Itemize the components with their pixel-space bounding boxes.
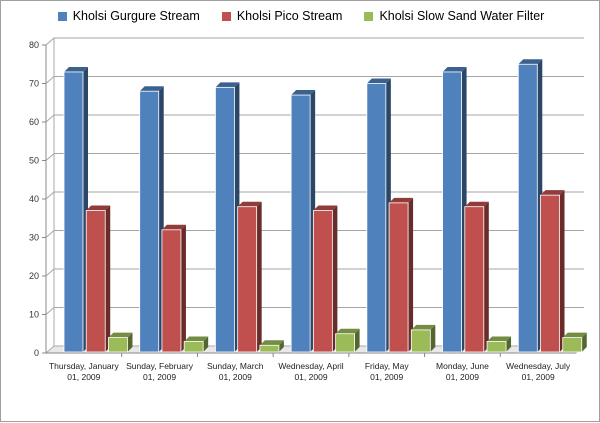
y-tick-label: 50 — [29, 156, 39, 166]
bar-top — [139, 86, 164, 92]
bar — [237, 206, 258, 353]
bar-top — [366, 78, 391, 84]
x-tick-label: 01, 2009 — [143, 372, 176, 382]
bar-side — [180, 224, 186, 352]
legend: Kholsi Gurgure Stream Kholsi Pico Stream… — [1, 9, 600, 23]
bar-top — [237, 201, 262, 207]
bar-top — [86, 205, 111, 211]
legend-item-filter: Kholsi Slow Sand Water Filter — [364, 9, 544, 23]
bar-top — [487, 336, 512, 342]
bar — [290, 94, 311, 353]
bar-top — [108, 332, 133, 338]
x-tick-label: 01, 2009 — [446, 372, 479, 382]
bar-top — [184, 336, 209, 342]
bar-side — [430, 324, 436, 352]
bar — [108, 337, 128, 353]
x-tick-label: Friday, May — [365, 361, 410, 371]
bar — [183, 341, 204, 353]
bar — [63, 71, 84, 353]
bar-side — [506, 336, 512, 352]
bar — [486, 341, 507, 353]
x-tick-label: Monday, June — [436, 361, 489, 371]
legend-swatch — [364, 11, 374, 21]
bar-side — [408, 197, 414, 352]
bar — [562, 337, 583, 353]
y-tick-label: 30 — [29, 233, 39, 243]
bar-side — [203, 336, 209, 352]
bar-side — [354, 328, 360, 352]
bar-top — [518, 59, 543, 65]
gridline — [45, 37, 584, 46]
bar — [215, 86, 235, 353]
bar-top — [161, 224, 186, 230]
legend-swatch — [221, 11, 231, 21]
bar — [517, 63, 538, 353]
x-tick-label: 01, 2009 — [522, 372, 555, 382]
legend-label: Kholsi Pico Stream — [236, 9, 343, 23]
bar — [442, 71, 462, 353]
bar-top — [291, 90, 316, 96]
bar-top — [335, 328, 360, 334]
bar — [388, 202, 409, 353]
gridline — [45, 76, 584, 84]
bar-side — [483, 201, 489, 352]
bar — [85, 210, 106, 353]
bar-top — [64, 66, 88, 72]
x-tick-label: Sunday, February — [126, 361, 194, 371]
bar-top — [313, 205, 338, 211]
bar — [161, 229, 182, 353]
bar — [410, 329, 431, 353]
x-tick-label: Wednesday, April — [278, 361, 343, 371]
bar-side — [581, 332, 587, 352]
gridline — [45, 191, 584, 200]
gridline — [45, 114, 584, 123]
bar — [366, 83, 387, 353]
x-tick-label: 01, 2009 — [370, 372, 403, 382]
bar — [464, 206, 485, 353]
y-tick-label: 70 — [29, 79, 39, 89]
legend-item-pico: Kholsi Pico Stream — [221, 9, 343, 23]
bar — [335, 333, 356, 353]
legend-swatch — [57, 11, 67, 21]
bar — [540, 194, 560, 353]
x-tick-label: 01, 2009 — [294, 372, 327, 382]
bar-side — [559, 190, 565, 352]
legend-label: Kholsi Gurgure Stream — [72, 9, 200, 23]
legend-label: Kholsi Slow Sand Water Filter — [379, 9, 545, 23]
y-tick-label: 80 — [29, 40, 39, 50]
bar-side — [127, 332, 133, 352]
y-tick-label: 20 — [29, 271, 39, 281]
y-tick-label: 0 — [34, 348, 39, 358]
gridline — [45, 153, 584, 161]
x-tick-label: 01, 2009 — [67, 372, 100, 382]
bar-top — [259, 340, 284, 346]
bar-top — [411, 324, 436, 330]
y-tick-label: 10 — [29, 310, 39, 320]
bar-top — [562, 332, 587, 338]
bar-top — [442, 66, 467, 72]
bar-side — [256, 201, 262, 352]
y-tick-label: 40 — [29, 194, 39, 204]
bar-side — [278, 340, 284, 352]
legend-item-gurgure: Kholsi Gurgure Stream — [57, 9, 200, 23]
bar-side — [332, 205, 338, 352]
bar-side — [105, 205, 111, 352]
x-tick-label: Sunday, March — [207, 361, 264, 371]
bar-top — [464, 201, 489, 207]
bar-top — [540, 190, 565, 196]
bar — [259, 344, 280, 353]
x-tick-label: Wednesday, July — [506, 361, 571, 371]
x-tick-label: 01, 2009 — [219, 372, 252, 382]
bar — [312, 210, 333, 353]
bar-top — [215, 82, 240, 88]
x-tick-label: Thursday, January — [49, 361, 120, 371]
bar — [139, 90, 160, 353]
bar-top — [389, 197, 414, 203]
y-tick-label: 60 — [29, 117, 39, 127]
